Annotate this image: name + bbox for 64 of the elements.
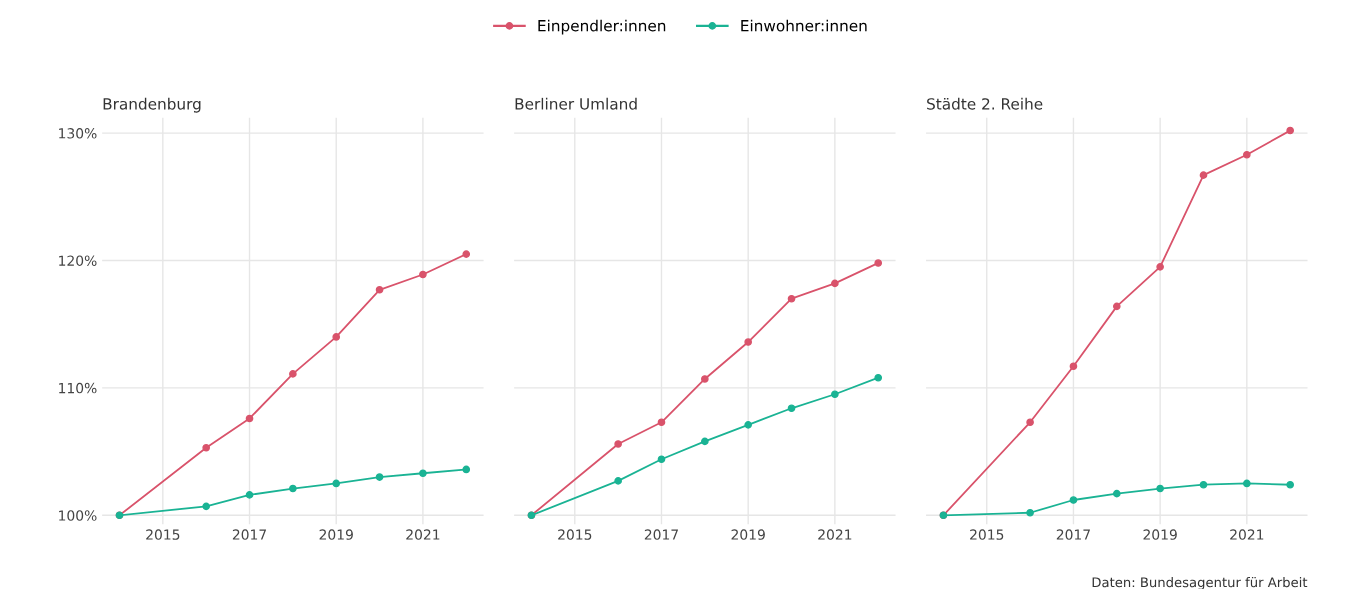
x-tick-label: 2017 (644, 529, 678, 540)
point (462, 250, 471, 258)
x-tick-label: 2021 (818, 529, 852, 540)
point (1286, 126, 1295, 135)
x-tick-label: 2017 (1056, 529, 1090, 540)
point (701, 375, 709, 383)
x-tick-label: 2019 (731, 529, 765, 540)
text: Daten: Bundesagentur für Arbeit (1092, 577, 1308, 589)
point (787, 294, 796, 303)
point (1156, 263, 1164, 271)
point (289, 370, 297, 378)
point (1069, 362, 1078, 371)
point (462, 465, 471, 474)
x-tick-label: 2019 (319, 529, 353, 540)
point (332, 479, 341, 488)
point (419, 270, 427, 279)
point (744, 421, 753, 429)
point (1243, 150, 1251, 159)
point (1069, 496, 1078, 504)
point (831, 279, 839, 288)
point (375, 285, 384, 294)
chart-title: Brandenburg (103, 97, 201, 113)
x-tick-label: 2019 (1143, 529, 1177, 540)
legend-label: Einpendler:innen (538, 19, 666, 35)
point (1286, 480, 1295, 489)
point (874, 373, 883, 382)
chart-title: Städte 2. Reihe (927, 97, 1043, 110)
point (332, 333, 341, 341)
x-tick-label: 2015 (146, 529, 180, 540)
point (1199, 171, 1208, 179)
point (614, 440, 622, 448)
point (874, 259, 883, 267)
y-tick-label: 120% (59, 255, 97, 266)
point (831, 390, 839, 399)
point (1026, 508, 1034, 517)
point (787, 404, 796, 413)
point (202, 443, 211, 452)
x-tick-label: 2015 (558, 529, 592, 540)
point (1112, 302, 1121, 311)
x-tick-label: 2015 (970, 529, 1004, 540)
point (657, 455, 666, 464)
point (657, 418, 666, 427)
point (1199, 480, 1208, 489)
point (1112, 489, 1121, 498)
point (202, 502, 211, 511)
point (1026, 418, 1034, 427)
chart-title: Berliner Umland (515, 97, 637, 110)
point (289, 484, 297, 493)
legend-label: Einwohner:innen (741, 19, 867, 32)
point (245, 491, 254, 499)
point (245, 414, 254, 423)
x-tick-label: 2017 (232, 529, 267, 540)
y-tick-label: 110% (59, 382, 97, 394)
point (614, 477, 622, 485)
point (1243, 479, 1251, 488)
point (744, 338, 753, 346)
x-tick-label: 2021 (1230, 529, 1264, 540)
point (1156, 484, 1164, 493)
y-tick-label: 130% (59, 128, 97, 139)
point (375, 473, 384, 481)
point (419, 469, 427, 478)
point (701, 437, 709, 446)
x-tick-label: 2021 (406, 529, 440, 540)
y-tick-label: 100% (59, 510, 97, 521)
